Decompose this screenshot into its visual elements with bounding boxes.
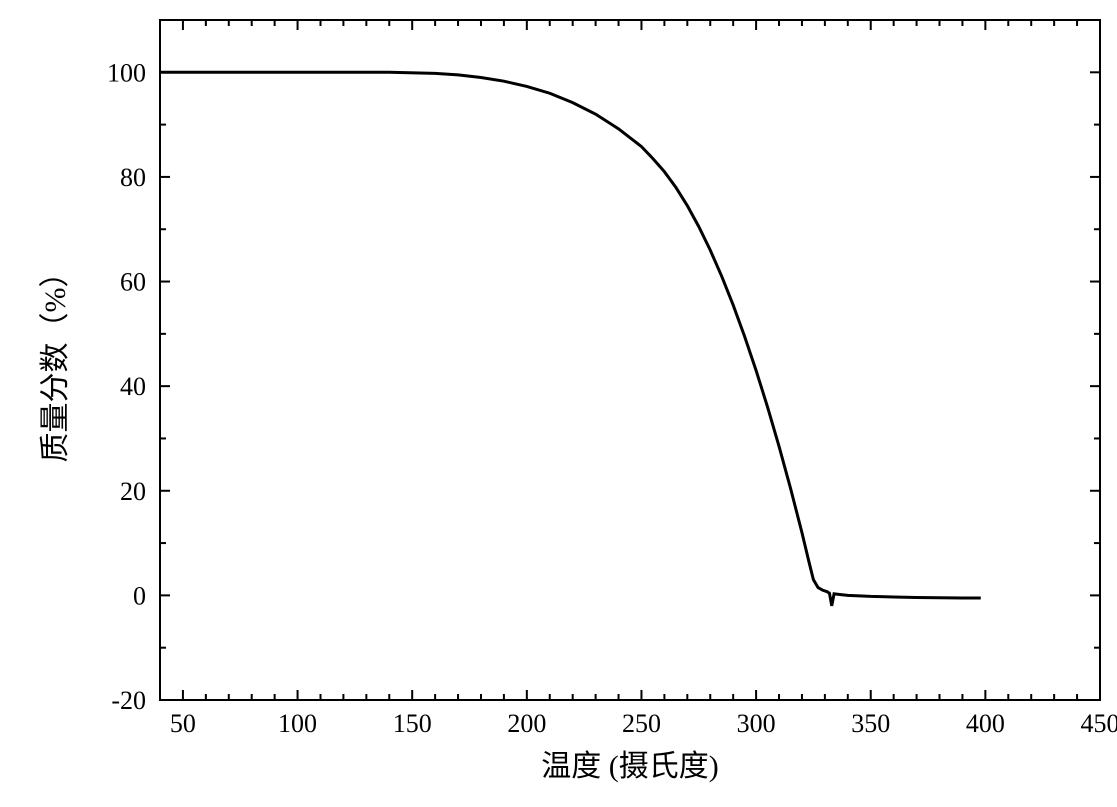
x-tick-label: 100 xyxy=(278,709,317,738)
chart-svg: 50 100 150 200 250 300 350 400 450 -20 0 20 40 60 80 10… xyxy=(0,0,1117,807)
tga-chart: 50 100 150 200 250 300 350 400 450 -20 0 20 40 60 80 10… xyxy=(0,0,1117,807)
x-axis-title: 温度 (摄氏度) xyxy=(541,750,718,783)
y-axis-title: 质量分数（%） xyxy=(39,258,72,463)
y-tick-label: 80 xyxy=(120,163,146,192)
y-tick-label: 100 xyxy=(107,58,146,87)
y-tick-label: -20 xyxy=(111,686,146,715)
x-tick-label: 350 xyxy=(851,709,890,738)
x-tick-label: 400 xyxy=(966,709,1005,738)
x-tick-label: 150 xyxy=(393,709,432,738)
x-tick-label: 50 xyxy=(170,709,196,738)
y-tick-label: 40 xyxy=(120,372,146,401)
x-tick-label: 300 xyxy=(737,709,776,738)
series-mass-fraction xyxy=(160,72,981,606)
y-tick-label: 60 xyxy=(120,268,146,297)
x-tick-label: 200 xyxy=(507,709,546,738)
x-tick-label: 450 xyxy=(1081,709,1117,738)
x-tick-label: 250 xyxy=(622,709,661,738)
y-tick-label: 0 xyxy=(133,581,146,610)
y-tick-label: 20 xyxy=(120,477,146,506)
